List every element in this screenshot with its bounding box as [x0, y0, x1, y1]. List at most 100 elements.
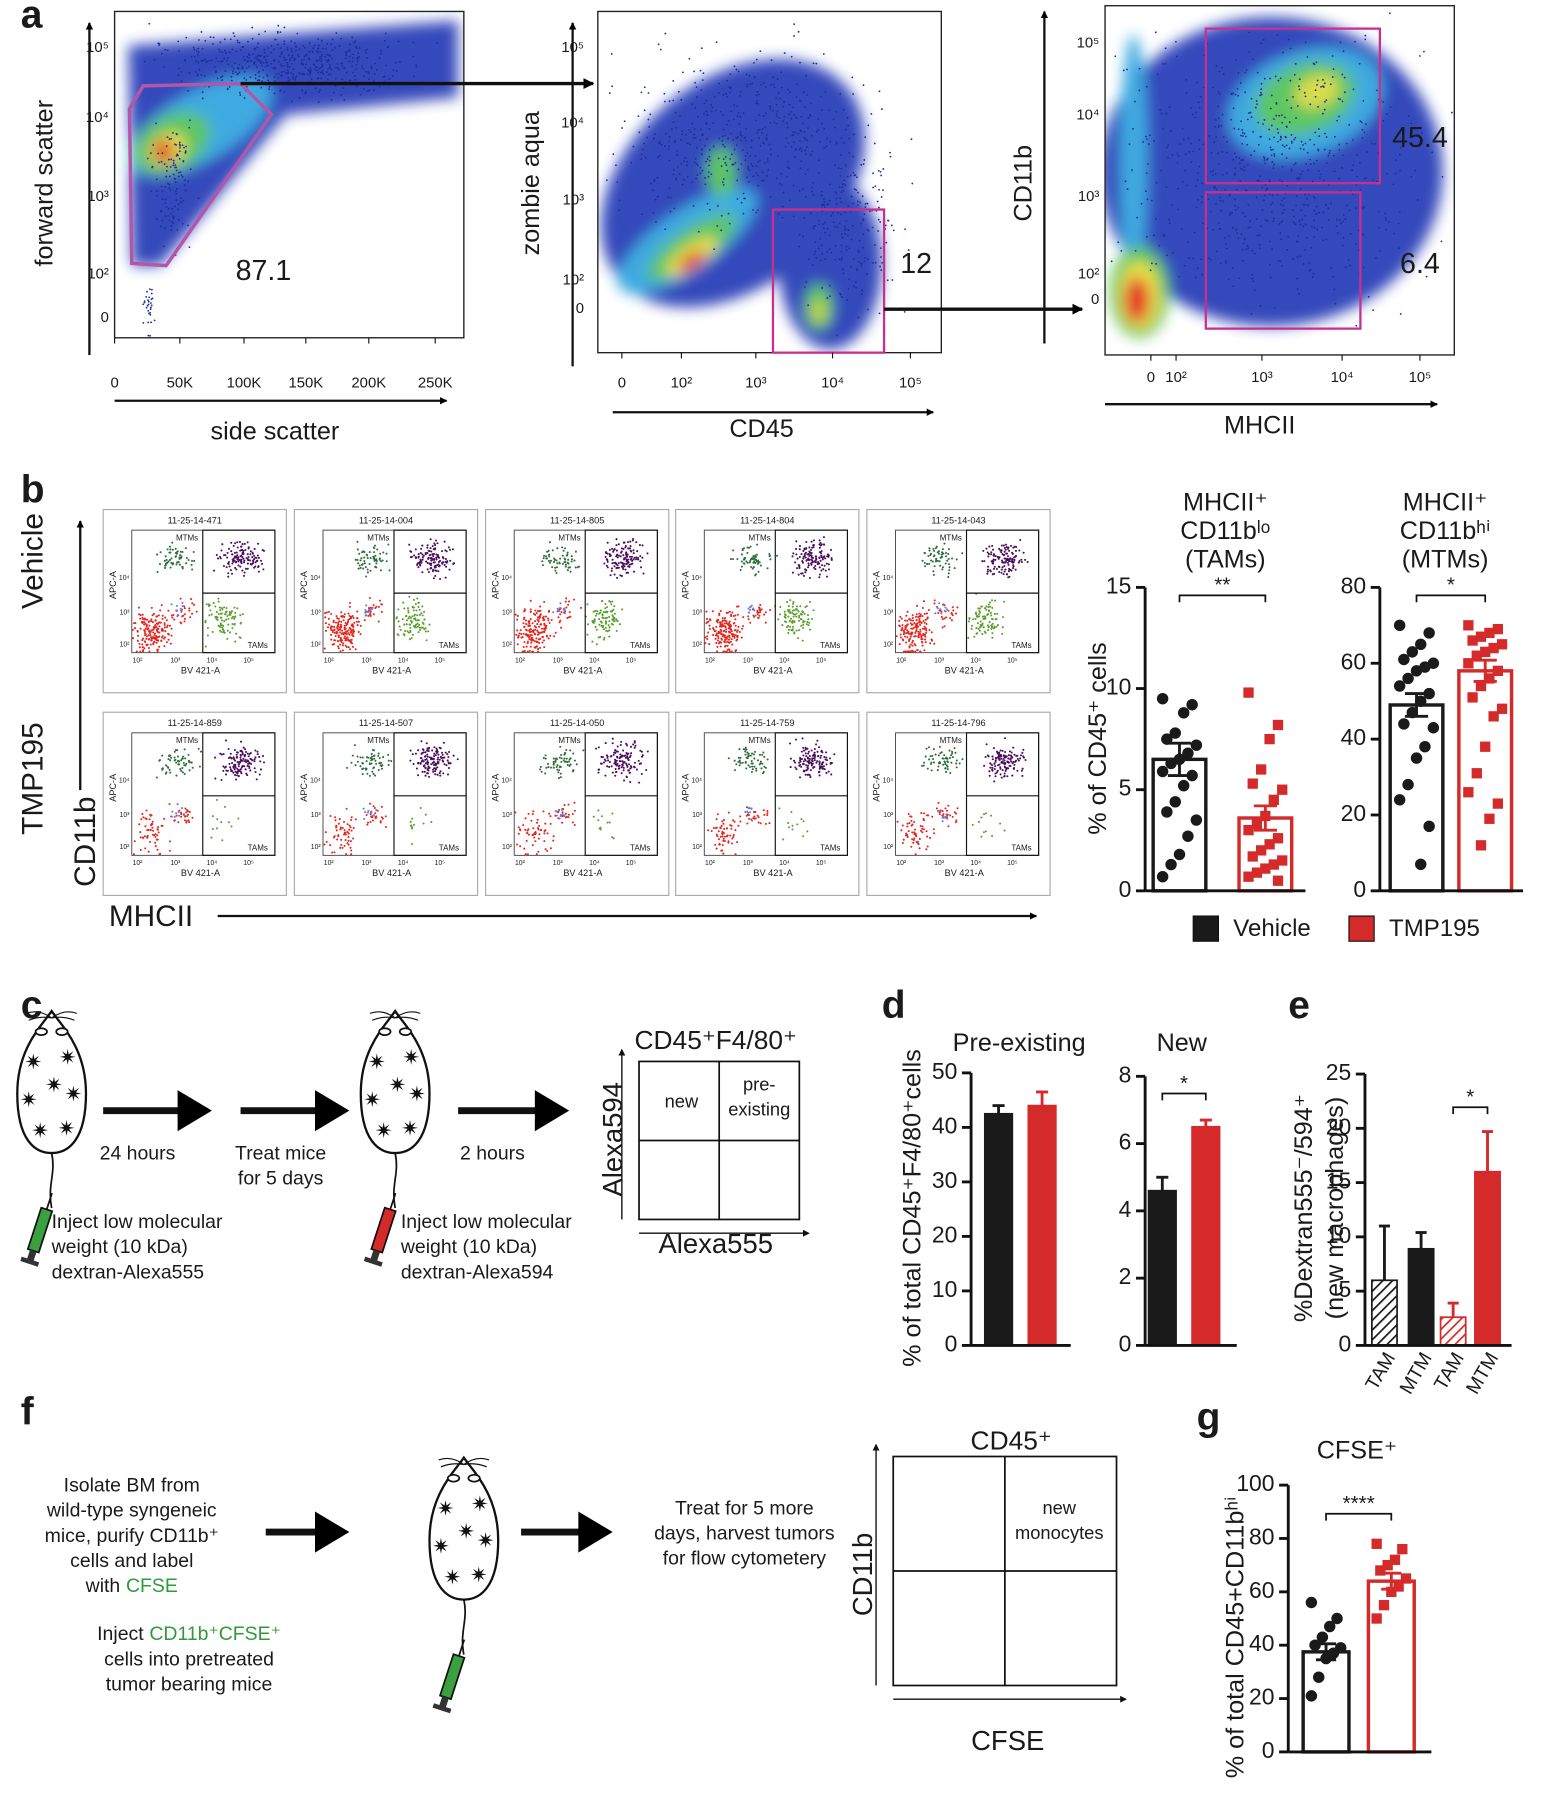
event-dot — [193, 48, 196, 51]
event-dot — [919, 650, 922, 653]
event-dot — [169, 566, 172, 569]
event-dot — [167, 754, 170, 758]
event-dot — [1190, 107, 1192, 109]
event-dot — [803, 286, 806, 288]
event-dot — [1273, 163, 1276, 166]
event-dot — [819, 141, 822, 143]
event-dot — [567, 558, 570, 561]
event-dot — [1147, 143, 1150, 145]
y-axis-label: APC-A — [680, 570, 690, 599]
event-dot — [231, 622, 234, 626]
event-dot — [871, 226, 874, 229]
event-dot — [786, 166, 789, 169]
event-dot — [785, 137, 788, 140]
event-dot — [640, 566, 643, 569]
event-dot — [727, 627, 730, 630]
panel-label: a — [21, 0, 43, 36]
event-dot — [1355, 242, 1358, 245]
event-dot — [160, 209, 163, 212]
event-dot — [1384, 219, 1387, 221]
event-dot — [821, 252, 824, 255]
event-dot — [187, 760, 190, 763]
event-dot — [1355, 154, 1358, 156]
event-dot — [533, 640, 536, 643]
x-tick-label: 10⁴ — [398, 657, 409, 664]
event-dot — [308, 58, 311, 61]
event-dot — [991, 622, 994, 625]
event-dot — [384, 32, 387, 35]
event-dot — [417, 566, 420, 569]
x-tick-label: 10³ — [745, 376, 767, 392]
event-dot — [239, 756, 242, 759]
event-dot — [1229, 213, 1231, 216]
event-dot — [300, 62, 303, 65]
gate-label: TAMs — [439, 641, 459, 650]
event-dot — [254, 756, 257, 759]
y-tick-label: 10³ — [692, 609, 703, 616]
event-dot — [395, 70, 398, 72]
event-dot — [752, 561, 755, 564]
event-dot — [812, 225, 815, 228]
y-tick-label: 0 — [1091, 292, 1099, 308]
event-dot — [1270, 148, 1273, 151]
event-dot — [602, 617, 605, 620]
event-dot — [898, 625, 901, 628]
event-dot — [924, 565, 927, 568]
event-dot — [817, 561, 820, 564]
event-dot — [1306, 56, 1309, 58]
event-dot — [746, 85, 749, 88]
event-dot — [171, 221, 173, 223]
event-dot — [197, 747, 200, 750]
event-dot — [822, 203, 825, 206]
event-dot — [1164, 62, 1167, 65]
event-dot — [155, 190, 158, 192]
event-dot — [862, 246, 864, 249]
event-dot — [732, 163, 735, 166]
event-dot — [368, 551, 371, 554]
event-dot — [706, 637, 709, 641]
event-dot — [787, 605, 790, 608]
event-dot — [1269, 203, 1272, 206]
event-dot — [1176, 161, 1179, 164]
event-dot — [708, 159, 711, 162]
event-dot — [857, 249, 860, 252]
event-dot — [1292, 95, 1294, 98]
x-tick-label: 10⁴ — [970, 657, 981, 664]
event-dot — [612, 550, 615, 553]
event-dot — [676, 154, 679, 157]
event-dot — [542, 554, 546, 557]
event-dot — [1014, 554, 1018, 557]
event-dot — [947, 575, 950, 578]
event-dot — [237, 72, 240, 75]
event-dot — [657, 156, 659, 158]
event-dot — [725, 650, 728, 653]
event-dot — [829, 140, 832, 143]
event-dot — [187, 224, 189, 227]
event-dot — [736, 179, 739, 182]
event-dot — [1128, 143, 1131, 146]
event-dot — [146, 304, 149, 307]
event-dot — [407, 609, 410, 612]
event-dot — [1181, 128, 1184, 130]
event-dot — [263, 56, 265, 59]
event-dot — [1145, 138, 1148, 140]
event-dot — [323, 647, 326, 650]
event-dot — [222, 564, 225, 568]
event-dot — [171, 548, 174, 551]
event-dot — [333, 631, 336, 634]
event-dot — [676, 149, 678, 152]
event-dot — [178, 50, 180, 53]
event-dot — [805, 547, 808, 550]
event-dot — [741, 627, 744, 630]
event-dot — [810, 102, 813, 105]
event-dot — [795, 629, 798, 632]
event-dot — [409, 556, 412, 559]
event-dot — [845, 245, 848, 248]
event-dot — [1226, 247, 1228, 250]
event-dot — [233, 551, 236, 554]
event-dot — [1247, 227, 1250, 229]
event-dot — [669, 196, 672, 199]
event-dot — [616, 181, 619, 183]
event-dot — [414, 556, 417, 559]
event-dot — [610, 603, 613, 606]
